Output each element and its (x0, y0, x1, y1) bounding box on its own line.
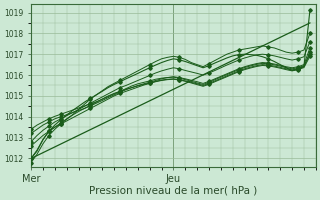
X-axis label: Pression niveau de la mer( hPa ): Pression niveau de la mer( hPa ) (89, 186, 258, 196)
